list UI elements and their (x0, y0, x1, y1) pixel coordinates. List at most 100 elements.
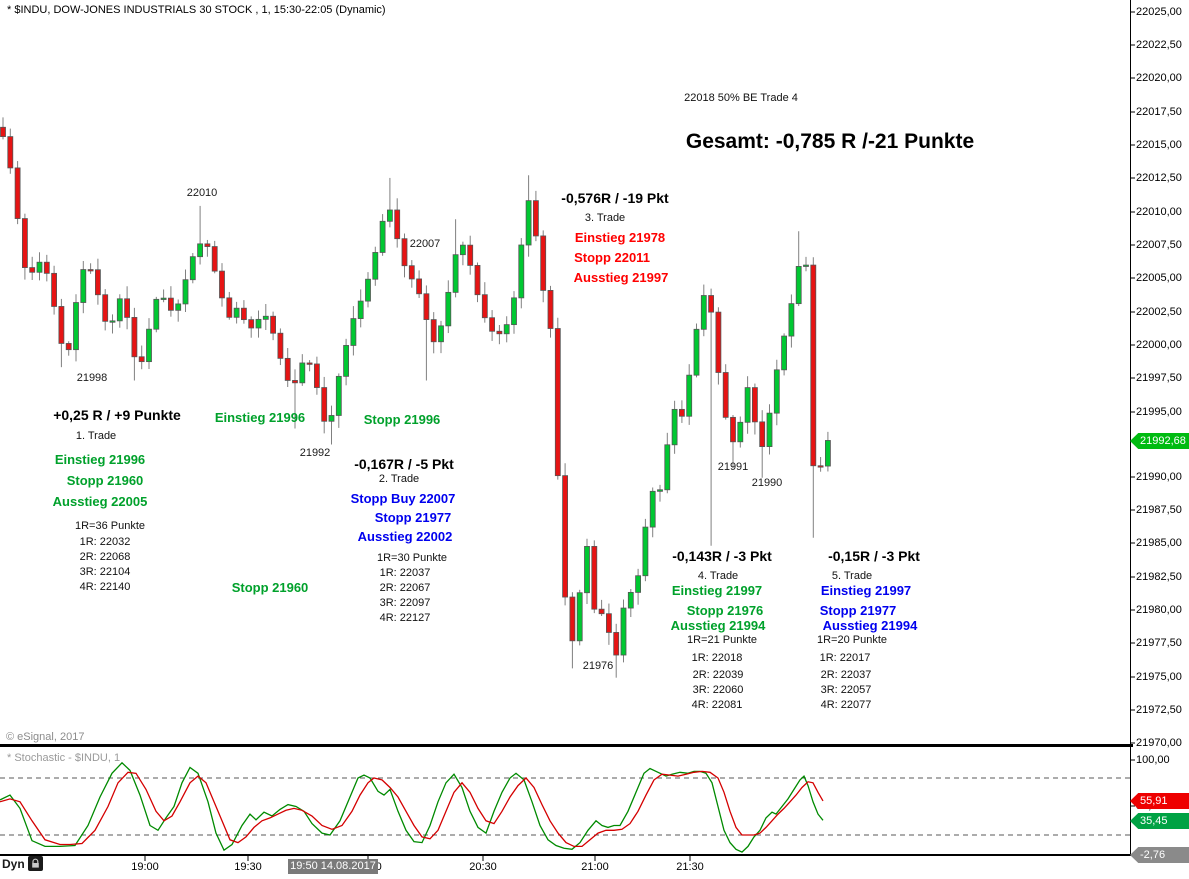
trade4-r2: 2R: 22039 (692, 669, 744, 681)
trade3-stopp: Stopp 22011 (574, 250, 650, 265)
current-price-badge: 21992,68 (1130, 433, 1189, 449)
trade1-stopp: Stopp 21960 (66, 473, 144, 488)
stochastic-d-line (0, 770, 824, 848)
price-axis-label: 22010,00 (1136, 206, 1182, 218)
trade1-number: 1. Trade (75, 430, 117, 442)
trade5-stopp: Stopp 21977 (819, 603, 897, 618)
candlestick-series (0, 117, 831, 678)
price-axis-label: 21995,00 (1136, 406, 1182, 418)
trade4-r4: 4R: 22081 (691, 699, 743, 711)
copyright-text: © eSignal, 2017 (6, 731, 85, 743)
trade5-einstieg: Einstieg 21997 (820, 583, 912, 598)
trade4-ausstieg: Ausstieg 21994 (670, 618, 766, 633)
gesamt-summary: Gesamt: -0,785 R /-21 Punkte (685, 130, 975, 153)
price-axis-label: 21975,00 (1136, 671, 1182, 683)
price-axis-label: 22022,50 (1136, 39, 1182, 51)
trade5-r-def: 1R=20 Punkte (816, 634, 888, 646)
stochastic-d-value-badge: 55,91 (1130, 793, 1189, 809)
stopp-21960-label: Stopp 21960 (231, 580, 309, 595)
trade1-result: +0,25 R / +9 Punkte (53, 407, 181, 423)
price-label-21992: 21992 (299, 447, 331, 459)
trade4-einstieg: Einstieg 21997 (671, 583, 763, 598)
trade5-r3: 3R: 22057 (820, 684, 872, 696)
lock-icon[interactable] (27, 856, 43, 871)
trade2-stopp: Stopp 21977 (374, 510, 452, 525)
price-axis-label: 21977,50 (1136, 637, 1182, 649)
price-axis-label: 22025,00 (1136, 6, 1182, 18)
trade1-r-def: 1R=36 Punkte (74, 520, 146, 532)
trade1-ausstieg: Ausstieg 22005 (52, 494, 148, 509)
price-axis-label: 21980,00 (1136, 604, 1182, 616)
price-axis-label: 22000,00 (1136, 339, 1182, 351)
price-label-21998: 21998 (76, 372, 108, 384)
trade1-r1: 1R: 22032 (79, 536, 131, 548)
trade2-result: -0,167R / -5 Pkt (354, 456, 454, 472)
einstieg-21996-label: Einstieg 21996 (214, 410, 306, 425)
trade1-r2: 2R: 22068 (79, 551, 131, 563)
dyn-button[interactable]: Dyn (2, 856, 43, 871)
price-axis-label: 22007,50 (1136, 239, 1182, 251)
chart-title: * $INDU, DOW-JONES INDUSTRIALS 30 STOCK … (7, 4, 386, 16)
trade5-number: 5. Trade (831, 570, 873, 582)
breakeven-note: 22018 50% BE Trade 4 (684, 92, 798, 104)
panel-separator (0, 744, 1133, 747)
price-axis-label: 22012,50 (1136, 172, 1182, 184)
trade2-number: 2. Trade (378, 473, 420, 485)
trade4-r1: 1R: 22018 (691, 652, 743, 664)
price-label-21991: 21991 (717, 461, 749, 473)
price-label-21976: 21976 (582, 660, 614, 672)
trade5-r4: 4R: 22077 (820, 699, 872, 711)
trade2-ausstieg: Ausstieg 22002 (357, 529, 453, 544)
time-axis-label: 20:30 (469, 861, 497, 873)
trade4-result: -0,143R / -3 Pkt (672, 548, 772, 564)
trade2-r3: 3R: 22097 (379, 597, 431, 609)
trade3-result: -0,576R / -19 Pkt (561, 190, 669, 206)
price-axis-label: 21972,50 (1136, 704, 1182, 716)
trade3-einstieg: Einstieg 21978 (574, 230, 666, 245)
stochastic-k-line (0, 761, 824, 853)
time-axis-line (0, 854, 1133, 856)
price-axis-label: 22015,00 (1136, 139, 1182, 151)
time-axis-label: 21:00 (581, 861, 609, 873)
trade3-ausstieg: Ausstieg 21997 (573, 270, 669, 285)
stochastic-panel-title: * Stochastic - $INDU, 1 (7, 752, 121, 764)
trade5-ausstieg: Ausstieg 21994 (822, 618, 918, 633)
trade2-r-def: 1R=30 Punkte (376, 552, 448, 564)
trade4-r-def: 1R=21 Punkte (686, 634, 758, 646)
price-label-22007: 22007 (409, 238, 441, 250)
trade4-number: 4. Trade (697, 570, 739, 582)
trade1-einstieg: Einstieg 21996 (54, 452, 146, 467)
trade2-r2: 2R: 22067 (379, 582, 431, 594)
price-axis-label: 21970,00 (1136, 737, 1182, 749)
price-axis-label: 22020,00 (1136, 72, 1182, 84)
price-axis-label: 100,00 (1136, 754, 1170, 766)
cursor-datetime-badge: 19:50 14.08.2017 (288, 859, 378, 874)
trade2-stopp-buy: Stopp Buy 22007 (350, 491, 456, 506)
price-axis-label: 21990,00 (1136, 471, 1182, 483)
stopp-21996-label: Stopp 21996 (363, 412, 441, 427)
price-axis-label: 21997,50 (1136, 372, 1182, 384)
price-axis-label: 22002,50 (1136, 306, 1182, 318)
price-axis-label: 21987,50 (1136, 504, 1182, 516)
time-axis-label: 19:00 (131, 861, 159, 873)
trade1-r4: 4R: 22140 (79, 581, 131, 593)
trade2-r4: 4R: 22127 (379, 612, 431, 624)
price-label-22010: 22010 (186, 187, 218, 199)
trade1-r3: 3R: 22104 (79, 566, 131, 578)
trade5-result: -0,15R / -3 Pkt (828, 548, 920, 564)
price-axis-label: 21982,50 (1136, 571, 1182, 583)
price-axis-label: 22005,00 (1136, 272, 1182, 284)
stochastic-extra-value-badge: -2,76 (1130, 847, 1189, 863)
time-axis-label: 21:30 (676, 861, 704, 873)
price-axis-label: 22017,50 (1136, 106, 1182, 118)
trade2-r1: 1R: 22037 (379, 567, 431, 579)
price-label-21990: 21990 (751, 477, 783, 489)
time-axis-label: 19:30 (234, 861, 262, 873)
trade3-number: 3. Trade (584, 212, 626, 224)
trade4-stopp: Stopp 21976 (686, 603, 764, 618)
trade5-r2: 2R: 22037 (820, 669, 872, 681)
trade5-r1: 1R: 22017 (819, 652, 871, 664)
stochastic-k-value-badge: 35,45 (1130, 813, 1189, 829)
